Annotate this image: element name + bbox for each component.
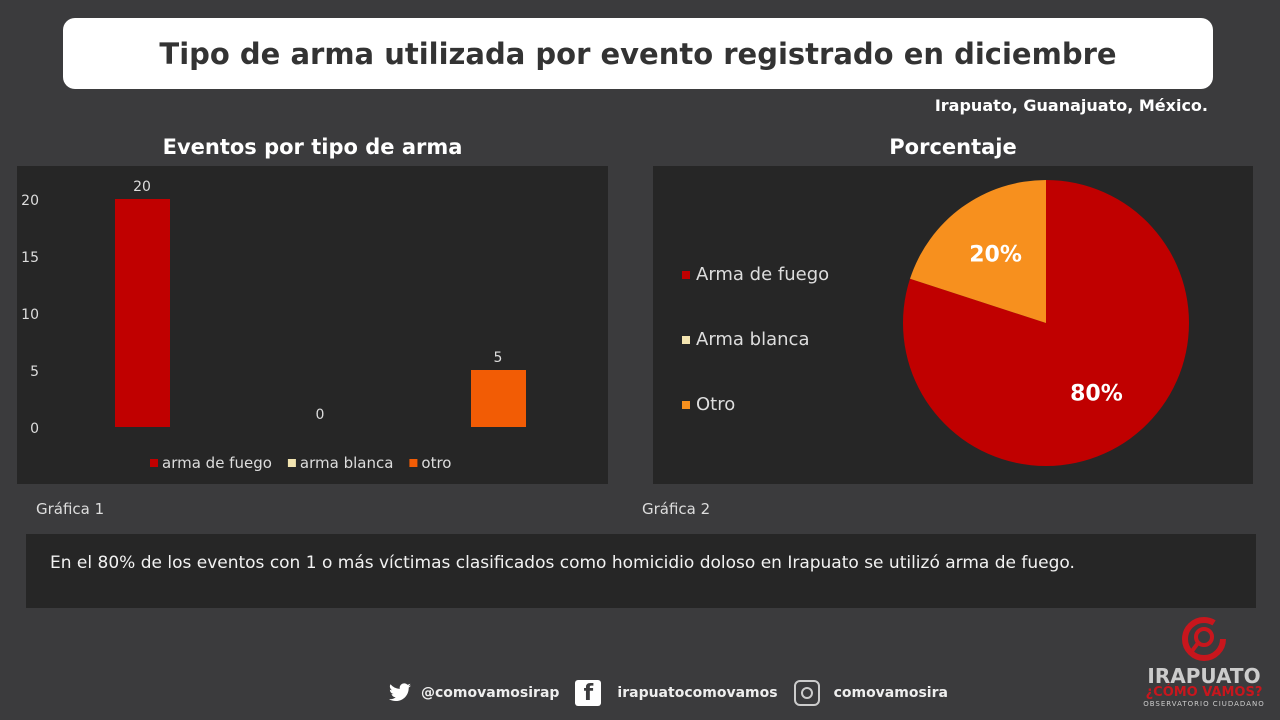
- bar-data-label: 0: [316, 407, 325, 423]
- logo-emblem-icon: [1182, 617, 1226, 661]
- bar-data-label: 20: [133, 179, 151, 195]
- title-banner: Tipo de arma utilizada por evento regist…: [63, 18, 1213, 89]
- logo-line3: OBSERVATORIO CIUDADANO: [1143, 700, 1265, 708]
- pie-data-label: 80%: [1070, 381, 1123, 406]
- bar-data-label: 5: [494, 350, 503, 366]
- summary-note: En el 80% de los eventos con 1 o más víc…: [26, 534, 1256, 608]
- logo-line1: IRAPUATO: [1147, 664, 1261, 688]
- bar-chart-title: Eventos por tipo de arma: [162, 135, 463, 159]
- facebook-handle[interactable]: irapuatocomovamos: [617, 685, 778, 701]
- legend-swatch: [682, 271, 690, 279]
- location-label: Irapuato, Guanajuato, México.: [934, 96, 1208, 115]
- y-tick-label: 5: [30, 364, 39, 380]
- bar-chart: 0 5 10 15 20 20 0 5 arma de fuego arma blanca otro: [21, 179, 526, 472]
- pie-chart-caption: Gráfica 2: [642, 500, 711, 518]
- instagram-handle[interactable]: comovamosira: [833, 685, 948, 701]
- pie-chart-title: Porcentaje: [889, 135, 1017, 159]
- bar: [115, 199, 170, 427]
- legend-label: otro: [421, 454, 451, 472]
- legend-label: arma blanca: [300, 454, 394, 472]
- pie-chart-panel: 80% 20% Arma de fuego Arma blanca Otro: [653, 166, 1253, 484]
- logo-line2: ¿CÓMO VAMOS?: [1145, 685, 1263, 700]
- page-title: Tipo de arma utilizada por evento regist…: [159, 36, 1117, 71]
- legend-swatch: [682, 336, 690, 344]
- legend-label: Otro: [696, 394, 735, 415]
- y-tick-label: 20: [21, 193, 39, 209]
- bar-chart-caption: Gráfica 1: [36, 500, 105, 518]
- logo: IRAPUATO ¿CÓMO VAMOS? OBSERVATORIO CIUDA…: [1134, 616, 1274, 716]
- legend-swatch: [409, 459, 418, 467]
- legend-label: Arma blanca: [696, 329, 809, 350]
- legend-label: arma de fuego: [162, 454, 272, 472]
- facebook-icon: f: [575, 680, 602, 706]
- pie-chart: 80% 20% Arma de fuego Arma blanca Otro: [682, 180, 1189, 466]
- instagram-icon: [793, 680, 820, 706]
- y-tick-label: 15: [21, 250, 39, 266]
- y-tick-label: 0: [30, 421, 39, 437]
- twitter-handle[interactable]: @comovamosirap: [421, 685, 560, 701]
- legend-label: Arma de fuego: [696, 264, 829, 285]
- legend-swatch: [150, 459, 158, 467]
- social-bar: @comovamosirap f irapuatocomovamos comov…: [387, 680, 948, 706]
- bar-chart-panel: 0 5 10 15 20 20 0 5 arma de fuego arma blanca otro: [17, 166, 608, 484]
- legend-swatch: [287, 459, 296, 467]
- y-tick-label: 10: [21, 307, 39, 323]
- bar: [471, 370, 526, 427]
- pie-data-label: 20%: [969, 243, 1022, 268]
- twitter-icon: [387, 680, 413, 706]
- legend-swatch: [682, 401, 690, 409]
- pie-slice: [909, 180, 1046, 323]
